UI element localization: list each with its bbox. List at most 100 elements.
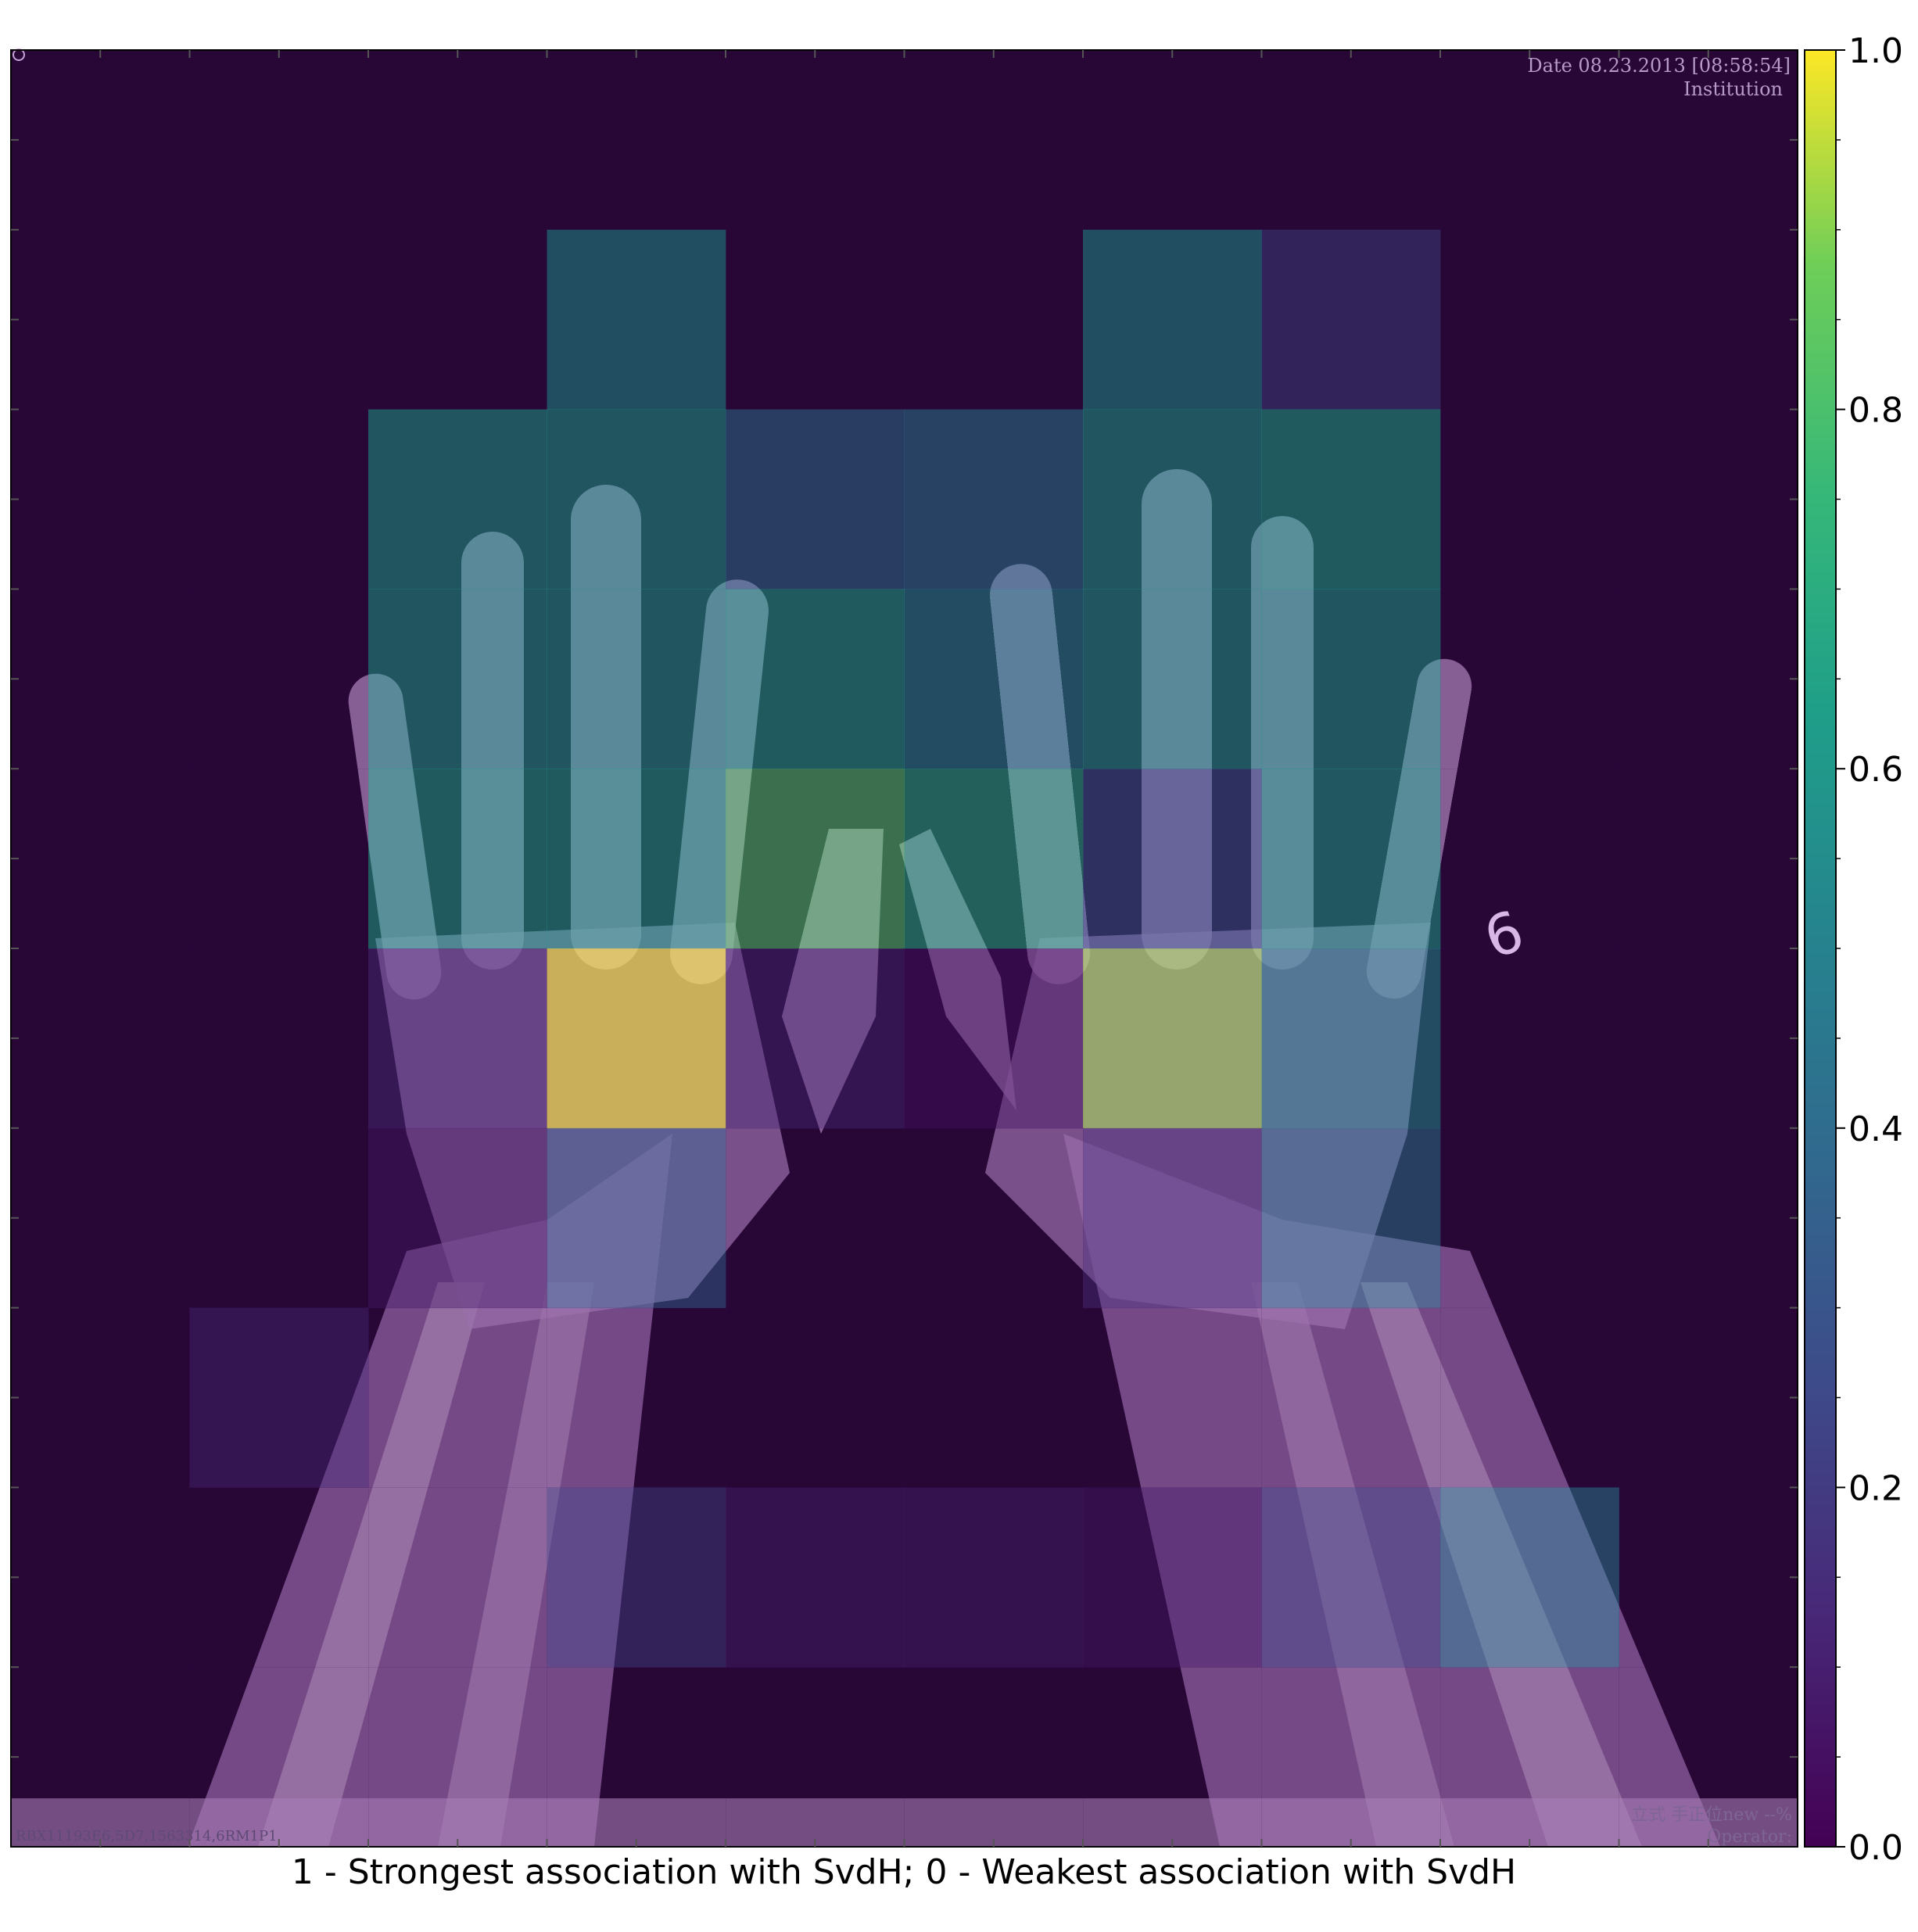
heatmap-cell-r4-c6: [1083, 769, 1262, 949]
heatmap-cell-r7-c7: [1261, 1307, 1441, 1488]
heatmap-cell-r9-c3: [547, 1667, 726, 1847]
heatmap-cell-r2-c8: [1440, 409, 1619, 590]
heatmap-cell-r9-c4: [726, 1667, 905, 1847]
heatmap-cell-r2-c5: [904, 409, 1084, 590]
heatmap-cell-r0-c7: [1261, 50, 1441, 231]
heatmap-cell-r3-c8: [1440, 589, 1619, 769]
heatmap-cell-r2-c6: [1083, 409, 1262, 590]
heatmap-cell-r3-c0: [11, 589, 190, 769]
heatmap-cell-r8-c6: [1083, 1487, 1262, 1668]
heatmap-cell-r2-c7: [1261, 409, 1441, 590]
colorbar-tick-label-4: 0.8: [1848, 391, 1903, 431]
colorbar-tick-label-1: 0.2: [1848, 1468, 1903, 1508]
heatmap-cell-r3-c5: [904, 589, 1084, 769]
heatmap-cell-r9-c5: [904, 1667, 1084, 1847]
heatmap-cell-r7-c6: [1083, 1307, 1262, 1488]
heatmap-cell-r8-c1: [189, 1487, 369, 1668]
heatmap-cell-r9-c0: [11, 1667, 190, 1847]
colorbar-ticks: 0.0 0.2 0.4 0.6 0.8 1.0: [1836, 31, 1903, 1868]
heatmap-cell-r8-c0: [11, 1487, 190, 1668]
heatmap-cell-r5-c9: [1619, 948, 1798, 1129]
heatmap-cell-r0-c0: [11, 50, 190, 231]
heatmap-cell-r1-c3: [547, 229, 726, 410]
heatmap-cells: [11, 50, 1798, 1847]
heatmap-cell-r1-c8: [1440, 229, 1619, 410]
heatmap-cell-r1-c0: [11, 229, 190, 410]
heatmap-cell-r4-c9: [1619, 769, 1798, 949]
heatmap-cell-r7-c4: [726, 1307, 905, 1488]
heatmap-cell-r6-c1: [189, 1127, 369, 1309]
heatmap-cell-r8-c2: [368, 1487, 547, 1668]
colorbar-tick-label-0: 0.0: [1848, 1828, 1903, 1868]
heatmap-cell-r7-c8: [1440, 1307, 1619, 1488]
heatmap-cell-r4-c4: [726, 769, 905, 949]
heatmap-cell-r5-c2: [368, 948, 547, 1129]
heatmap-cell-r6-c2: [368, 1127, 547, 1309]
heatmap-cell-r4-c7: [1261, 769, 1441, 949]
heatmap-cell-r2-c2: [368, 409, 547, 590]
heatmap-cell-r7-c1: [189, 1307, 369, 1488]
heatmap-cell-r6-c6: [1083, 1127, 1262, 1309]
heatmap-cell-r2-c3: [547, 409, 726, 590]
heatmap-cell-r2-c9: [1619, 409, 1798, 590]
heatmap-cell-r9-c2: [368, 1667, 547, 1847]
colorbar: [1804, 49, 1837, 1848]
heatmap-cell-r1-c4: [726, 229, 905, 410]
heatmap-cell-r9-c7: [1261, 1667, 1441, 1847]
heatmap-cell-r5-c7: [1261, 948, 1441, 1129]
heatmap-cell-r6-c7: [1261, 1127, 1441, 1309]
colorbar-tick-label-3: 0.6: [1848, 750, 1903, 790]
heatmap-cell-r0-c2: [368, 50, 547, 231]
heatmap-cell-r3-c2: [368, 589, 547, 769]
heatmap-cell-r5-c0: [11, 948, 190, 1129]
heatmap-cell-r7-c9: [1619, 1307, 1798, 1488]
heatmap-cell-r1-c9: [1619, 229, 1798, 410]
heatmap-cell-r0-c6: [1083, 50, 1262, 231]
heatmap-cell-r1-c7: [1261, 229, 1441, 410]
heatmap-cell-r3-c9: [1619, 589, 1798, 769]
heatmap-cell-r9-c6: [1083, 1667, 1262, 1847]
heatmap-cell-r7-c2: [368, 1307, 547, 1488]
heatmap-cell-r9-c9: [1619, 1667, 1798, 1847]
heatmap-cell-r3-c1: [189, 589, 369, 769]
heatmap-cell-r0-c4: [726, 50, 905, 231]
heatmap-cell-r7-c0: [11, 1307, 190, 1488]
heatmap-cell-r2-c0: [11, 409, 190, 590]
top-right-institution: Institution: [1683, 78, 1783, 100]
heatmap-cell-r8-c9: [1619, 1487, 1798, 1668]
heatmap-cell-r1-c1: [189, 229, 369, 410]
bottom-right-operator: Operator:: [1707, 1827, 1792, 1847]
heatmap-cell-r1-c5: [904, 229, 1084, 410]
colorbar-tick-label-2: 0.4: [1848, 1109, 1903, 1149]
heatmap-cell-r5-c4: [726, 948, 905, 1129]
heatmap-cell-r4-c8: [1440, 769, 1619, 949]
bottom-right-protocol: 立式 手正位new --%: [1631, 1805, 1792, 1825]
heatmap-cell-r6-c8: [1440, 1127, 1619, 1309]
heatmap-cell-r3-c7: [1261, 589, 1441, 769]
top-right-date: Date 08.23.2013 [08:58:54]: [1527, 55, 1791, 77]
heatmap-cell-r7-c3: [547, 1307, 726, 1488]
heatmap-cell-r2-c4: [726, 409, 905, 590]
colorbar-tick-label-5: 1.0: [1848, 31, 1903, 71]
heatmap-cell-r8-c7: [1261, 1487, 1441, 1668]
heatmap-cell-r0-c1: [189, 50, 369, 231]
heatmap-cell-r8-c3: [547, 1487, 726, 1668]
heatmap-cell-r5-c8: [1440, 948, 1619, 1129]
heatmap-cell-r6-c5: [904, 1127, 1084, 1309]
heatmap-cell-r1-c6: [1083, 229, 1262, 410]
heatmap-cell-r3-c6: [1083, 589, 1262, 769]
heatmap-cell-r0-c5: [904, 50, 1084, 231]
heatmap-cell-r4-c3: [547, 769, 726, 949]
heatmap-cell-r3-c4: [726, 589, 905, 769]
heatmap-cell-r0-c8: [1440, 50, 1619, 231]
heatmap-cell-r6-c4: [726, 1127, 905, 1309]
heatmap-cell-r4-c5: [904, 769, 1084, 949]
bottom-left-id: RBX11193E6,5D7,1563314,6RM1P1: [16, 1828, 278, 1844]
heatmap-cell-r3-c3: [547, 589, 726, 769]
heatmap-cell-r8-c5: [904, 1487, 1084, 1668]
heatmap-cell-r2-c1: [189, 409, 369, 590]
heatmap-cell-r6-c0: [11, 1127, 190, 1309]
heatmap-cell-r5-c1: [189, 948, 369, 1129]
heatmap-cell-r4-c2: [368, 769, 547, 949]
